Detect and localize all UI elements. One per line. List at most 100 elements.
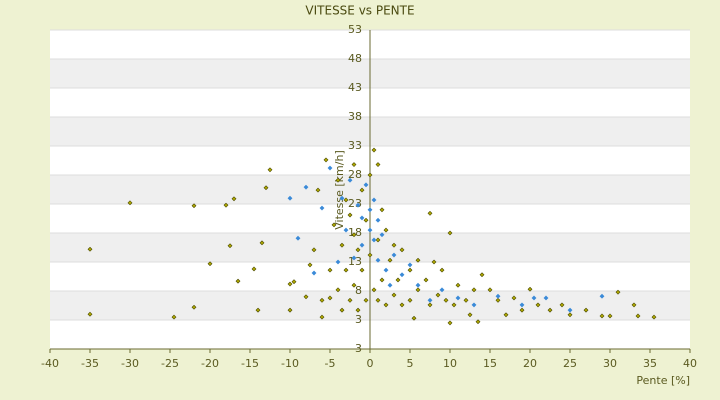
x-tick-label: 20 bbox=[523, 357, 537, 370]
point bbox=[319, 297, 325, 303]
x-tick-label: -30 bbox=[121, 357, 139, 370]
point bbox=[463, 297, 469, 303]
point bbox=[367, 207, 373, 213]
point bbox=[599, 313, 605, 319]
point bbox=[359, 187, 365, 193]
point bbox=[531, 295, 537, 301]
point bbox=[343, 197, 349, 203]
point bbox=[415, 282, 421, 288]
point bbox=[327, 295, 333, 301]
x-tick-label: -35 bbox=[81, 357, 99, 370]
point bbox=[235, 278, 241, 284]
point bbox=[359, 267, 365, 273]
point bbox=[87, 311, 93, 317]
point bbox=[375, 237, 381, 243]
point bbox=[543, 295, 549, 301]
point bbox=[343, 267, 349, 273]
point bbox=[363, 182, 369, 188]
point bbox=[391, 292, 397, 298]
point bbox=[227, 243, 233, 249]
x-tick-label: 10 bbox=[443, 357, 457, 370]
point bbox=[471, 302, 477, 308]
point bbox=[567, 312, 573, 318]
point bbox=[127, 200, 133, 206]
point bbox=[363, 217, 369, 223]
point bbox=[355, 247, 361, 253]
point bbox=[599, 293, 605, 299]
y-tick-label: 48 bbox=[348, 52, 362, 65]
point bbox=[343, 227, 349, 233]
point bbox=[367, 172, 373, 178]
y-axis-title: Vitesse [km/h] bbox=[333, 150, 346, 230]
point bbox=[335, 287, 341, 293]
point bbox=[375, 162, 381, 167]
point bbox=[315, 187, 321, 193]
point bbox=[467, 312, 473, 318]
point bbox=[375, 217, 381, 223]
point bbox=[443, 297, 449, 303]
point bbox=[535, 302, 541, 308]
point bbox=[375, 257, 381, 263]
point bbox=[319, 314, 325, 320]
point bbox=[311, 270, 317, 276]
y-tick-label: 3 bbox=[355, 313, 362, 326]
point bbox=[335, 177, 341, 183]
y-tick-label: 18 bbox=[348, 226, 362, 239]
point bbox=[387, 257, 393, 263]
point bbox=[495, 297, 501, 303]
point bbox=[351, 232, 357, 238]
point bbox=[351, 282, 357, 288]
point bbox=[323, 157, 329, 163]
point bbox=[303, 294, 309, 300]
point bbox=[231, 196, 237, 202]
point bbox=[379, 207, 385, 213]
point bbox=[351, 255, 357, 261]
point bbox=[355, 307, 361, 313]
point bbox=[495, 293, 501, 299]
point bbox=[371, 147, 377, 153]
point bbox=[263, 185, 269, 191]
point bbox=[287, 281, 293, 287]
y-tick-label: 33 bbox=[348, 139, 362, 152]
point bbox=[411, 315, 417, 321]
point bbox=[407, 267, 413, 273]
x-tick-label: 35 bbox=[643, 357, 657, 370]
point bbox=[447, 320, 453, 326]
y-tick-label: 8 bbox=[355, 284, 362, 297]
point bbox=[387, 282, 393, 288]
x-tick-label: 15 bbox=[483, 357, 497, 370]
point bbox=[479, 272, 485, 278]
point bbox=[519, 307, 525, 313]
chart-title: VITESSE vs PENTE bbox=[305, 4, 414, 18]
point bbox=[303, 184, 309, 190]
point bbox=[415, 257, 421, 263]
x-tick-label: -15 bbox=[241, 357, 259, 370]
point bbox=[379, 277, 385, 283]
point bbox=[327, 165, 333, 171]
point bbox=[339, 242, 345, 248]
point bbox=[367, 227, 373, 233]
point bbox=[371, 287, 377, 293]
point bbox=[171, 314, 177, 320]
point bbox=[327, 267, 333, 273]
point bbox=[295, 235, 301, 241]
point bbox=[651, 314, 657, 320]
point bbox=[291, 279, 297, 285]
point bbox=[455, 295, 461, 301]
point bbox=[615, 289, 621, 295]
point bbox=[559, 302, 565, 308]
point bbox=[527, 286, 533, 292]
point bbox=[347, 177, 353, 183]
point bbox=[379, 232, 385, 238]
point bbox=[355, 202, 361, 208]
point bbox=[391, 252, 397, 258]
point bbox=[259, 240, 265, 246]
point bbox=[423, 277, 429, 283]
point bbox=[347, 212, 353, 218]
y-tick-label: 13 bbox=[348, 255, 362, 268]
point bbox=[383, 267, 389, 273]
point bbox=[359, 215, 365, 221]
point bbox=[399, 302, 405, 308]
point bbox=[567, 307, 573, 313]
point bbox=[607, 313, 613, 319]
